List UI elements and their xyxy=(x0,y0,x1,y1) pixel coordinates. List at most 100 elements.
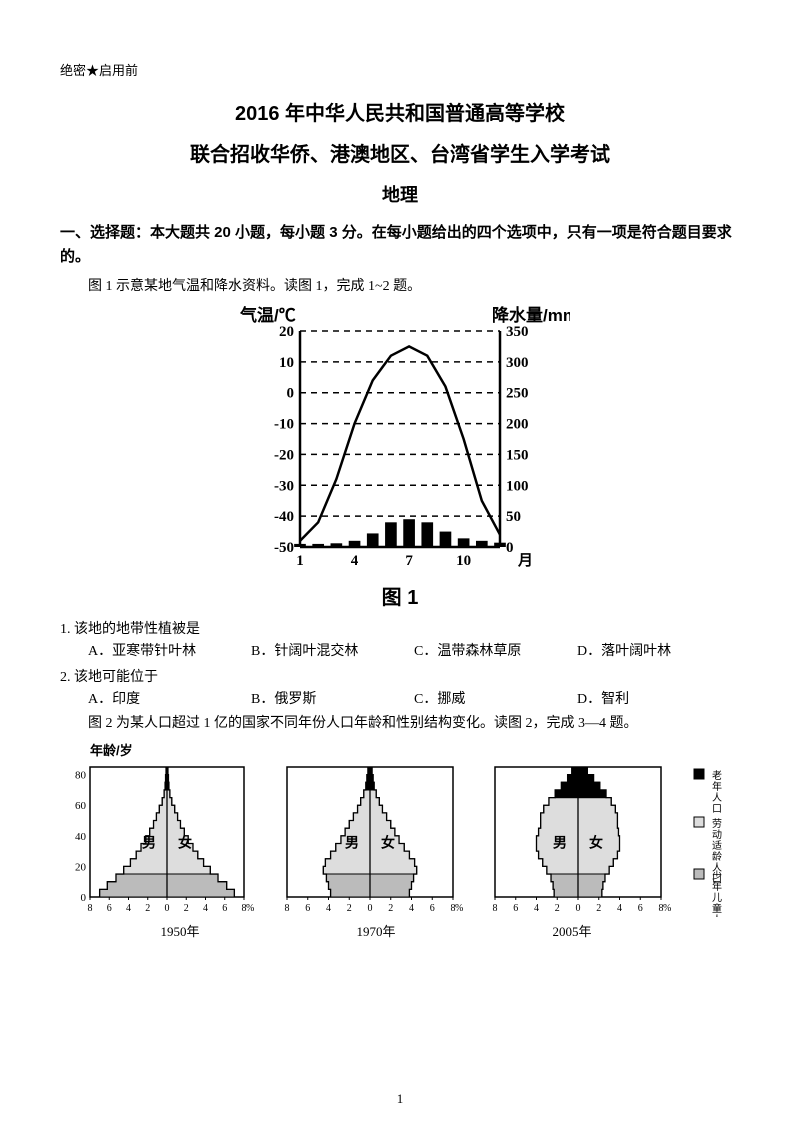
svg-text:童: 童 xyxy=(712,902,722,915)
figure-2-intro: 图 2 为某人口超过 1 亿的国家不同年份人口年龄和性别结构变化。读图 2，完成… xyxy=(60,712,740,732)
svg-text:女: 女 xyxy=(381,835,395,851)
question-2-options: A．印度 B．俄罗斯 C．挪威 D．智利 xyxy=(88,688,740,708)
svg-text:4: 4 xyxy=(617,903,622,914)
svg-text:10: 10 xyxy=(456,553,471,569)
svg-text:0: 0 xyxy=(287,386,295,402)
svg-text:100: 100 xyxy=(506,478,529,494)
figure-1: 气温/℃降水量/mm20350103000250-10200-20150-301… xyxy=(60,303,740,610)
svg-text:年: 年 xyxy=(712,880,722,893)
svg-text:60: 60 xyxy=(75,800,87,812)
svg-text:2: 2 xyxy=(146,903,151,914)
svg-text:口: 口 xyxy=(712,804,722,815)
svg-text:适: 适 xyxy=(712,840,722,852)
question-2-stem: 2. 该地可能位于 xyxy=(60,666,740,686)
svg-text:月: 月 xyxy=(517,552,533,569)
svg-text:少: 少 xyxy=(712,870,722,882)
svg-text:300: 300 xyxy=(506,355,529,371)
svg-text:4: 4 xyxy=(126,903,131,914)
age-axis-title: 年龄/岁 xyxy=(90,740,740,759)
svg-text:%: % xyxy=(246,903,254,914)
svg-text:6: 6 xyxy=(223,903,228,914)
svg-text:男: 男 xyxy=(142,835,156,851)
q2-opt-c: C．挪威 xyxy=(414,688,577,708)
pyramid-legend: 老年人口劳动适龄人口少年儿童人口 xyxy=(692,761,734,917)
figure-1-intro: 图 1 示意某地气温和降水资料。读图 1，完成 1~2 题。 xyxy=(60,275,740,295)
svg-text:150: 150 xyxy=(506,447,529,463)
svg-text:2: 2 xyxy=(388,903,393,914)
svg-text:1: 1 xyxy=(296,553,304,569)
svg-text:350: 350 xyxy=(506,324,529,340)
svg-text:女: 女 xyxy=(178,835,192,851)
svg-text:儿: 儿 xyxy=(712,892,722,904)
pyramid-2005-year: 2005年 xyxy=(477,921,667,940)
svg-text:%: % xyxy=(455,903,463,914)
svg-text:40: 40 xyxy=(75,831,87,843)
svg-text:-20: -20 xyxy=(274,447,294,463)
svg-text:-40: -40 xyxy=(274,509,294,525)
svg-text:50: 50 xyxy=(506,509,521,525)
svg-text:0: 0 xyxy=(367,903,372,914)
pyramid-1970: 864202468%男女 xyxy=(275,761,465,917)
q1-opt-c: C．温带森林草原 xyxy=(414,640,577,660)
svg-text:老: 老 xyxy=(712,769,722,782)
svg-text:0: 0 xyxy=(506,540,514,556)
climate-chart: 气温/℃降水量/mm20350103000250-10200-20150-301… xyxy=(230,303,570,573)
svg-text:4: 4 xyxy=(326,903,331,914)
header-note: 绝密★启用前 xyxy=(60,60,740,79)
svg-text:10: 10 xyxy=(279,355,294,371)
section-1-heading: 一、选择题：本大题共 20 小题，每小题 3 分。在每小题给出的四个选项中，只有… xyxy=(60,221,740,269)
svg-text:4: 4 xyxy=(534,903,539,914)
svg-text:气温/℃: 气温/℃ xyxy=(239,305,296,325)
svg-text:-10: -10 xyxy=(274,417,294,433)
svg-text:劳: 劳 xyxy=(712,817,722,830)
svg-text:0: 0 xyxy=(81,892,87,904)
pyramid-1950-year: 1950年 xyxy=(85,921,275,940)
svg-text:降水量/mm: 降水量/mm xyxy=(492,305,570,325)
question-1-options: A．亚寒带针叶林 B．针阔叶混交林 C．温带森林草原 D．落叶阔叶林 xyxy=(88,640,740,660)
svg-text:80: 80 xyxy=(75,770,87,782)
svg-text:8: 8 xyxy=(88,903,93,914)
svg-text:8: 8 xyxy=(493,903,498,914)
svg-text:0: 0 xyxy=(165,903,170,914)
q1-opt-d: D．落叶阔叶林 xyxy=(577,640,740,660)
svg-text:男: 男 xyxy=(345,835,359,851)
svg-text:%: % xyxy=(663,903,671,914)
q2-opt-a: A．印度 xyxy=(88,688,251,708)
q1-opt-a: A．亚寒带针叶林 xyxy=(88,640,251,660)
svg-text:年: 年 xyxy=(712,780,722,793)
svg-text:2: 2 xyxy=(347,903,352,914)
title-line-2: 联合招收华侨、港澳地区、台湾省学生入学考试 xyxy=(60,138,740,167)
svg-text:动: 动 xyxy=(712,829,722,841)
svg-text:6: 6 xyxy=(514,903,519,914)
svg-text:4: 4 xyxy=(203,903,208,914)
figure-2: 年龄/岁 806040200864202468%男女 864202468%男女 … xyxy=(60,740,740,940)
svg-text:-50: -50 xyxy=(274,540,294,556)
pyramid-2005: 864202468%男女 xyxy=(483,761,673,917)
svg-text:男: 男 xyxy=(553,835,567,851)
svg-text:200: 200 xyxy=(506,417,529,433)
svg-text:0: 0 xyxy=(576,903,581,914)
q1-opt-b: B．针阔叶混交林 xyxy=(251,640,414,660)
svg-text:2: 2 xyxy=(555,903,560,914)
svg-text:6: 6 xyxy=(305,903,310,914)
question-1-stem: 1. 该地的地带性植被是 xyxy=(60,618,740,638)
svg-text:20: 20 xyxy=(75,861,87,873)
svg-text:龄: 龄 xyxy=(712,850,722,863)
pyramid-1950: 806040200864202468%男女 xyxy=(66,761,256,917)
svg-text:2: 2 xyxy=(597,903,602,914)
svg-text:-30: -30 xyxy=(274,478,294,494)
svg-text:250: 250 xyxy=(506,386,529,402)
svg-text:人: 人 xyxy=(712,792,722,804)
svg-text:6: 6 xyxy=(107,903,112,914)
svg-text:8: 8 xyxy=(284,903,289,914)
svg-text:6: 6 xyxy=(430,903,435,914)
page-number: 1 xyxy=(0,1091,800,1107)
figure-1-caption: 图 1 xyxy=(60,581,740,610)
svg-text:20: 20 xyxy=(279,324,294,340)
title-line-1: 2016 年中华人民共和国普通高等学校 xyxy=(60,97,740,126)
pyramid-1970-year: 1970年 xyxy=(281,921,471,940)
svg-text:2: 2 xyxy=(184,903,189,914)
svg-text:7: 7 xyxy=(405,553,413,569)
svg-text:6: 6 xyxy=(638,903,643,914)
svg-text:4: 4 xyxy=(351,553,359,569)
